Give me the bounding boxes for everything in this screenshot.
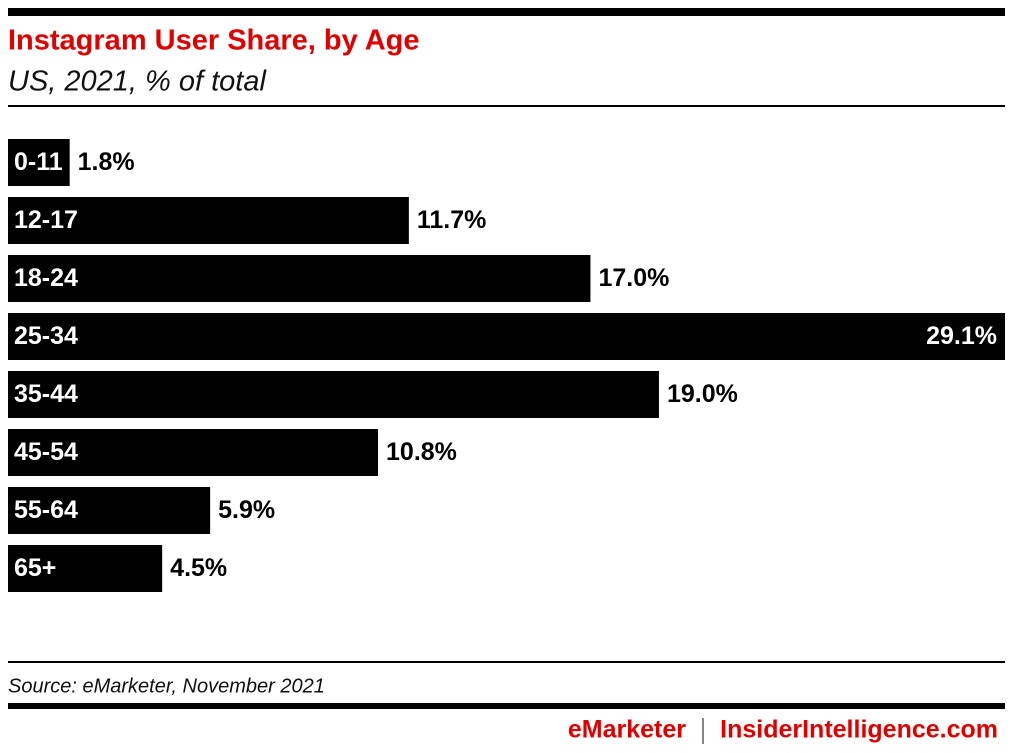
value-label: 4.5% <box>170 554 227 582</box>
value-label: 5.9% <box>218 496 275 524</box>
top-rule <box>8 8 1005 16</box>
value-label: 10.8% <box>386 438 457 466</box>
value-label: 29.1% <box>926 322 997 350</box>
bar <box>8 313 1005 360</box>
category-label: 55-64 <box>14 496 78 524</box>
category-label: 12-17 <box>14 206 78 234</box>
category-label: 45-54 <box>14 438 78 466</box>
bar <box>8 139 70 186</box>
value-label: 11.7% <box>417 206 487 234</box>
category-label: 65+ <box>14 554 56 582</box>
brand-site: InsiderIntelligence.com <box>720 716 998 744</box>
value-label: 1.8% <box>78 148 135 176</box>
bar <box>8 255 591 302</box>
chart-title: Instagram User Share, by Age <box>8 25 420 57</box>
chart-subtitle: US, 2021, % of total <box>8 66 267 98</box>
bar <box>8 487 211 534</box>
bottom-rule <box>8 703 1005 709</box>
bar <box>8 371 659 418</box>
bar <box>8 197 409 244</box>
brand-name: eMarketer <box>568 716 686 744</box>
category-label: 35-44 <box>14 380 78 408</box>
bar <box>8 545 163 592</box>
category-label: 25-34 <box>14 322 78 350</box>
category-label: 0-11 <box>14 148 63 176</box>
bar <box>8 429 379 476</box>
category-label: 18-24 <box>14 264 78 292</box>
value-label: 17.0% <box>598 264 669 292</box>
value-label: 19.0% <box>667 380 738 408</box>
source: Source: eMarketer, November 2021 <box>8 675 325 697</box>
